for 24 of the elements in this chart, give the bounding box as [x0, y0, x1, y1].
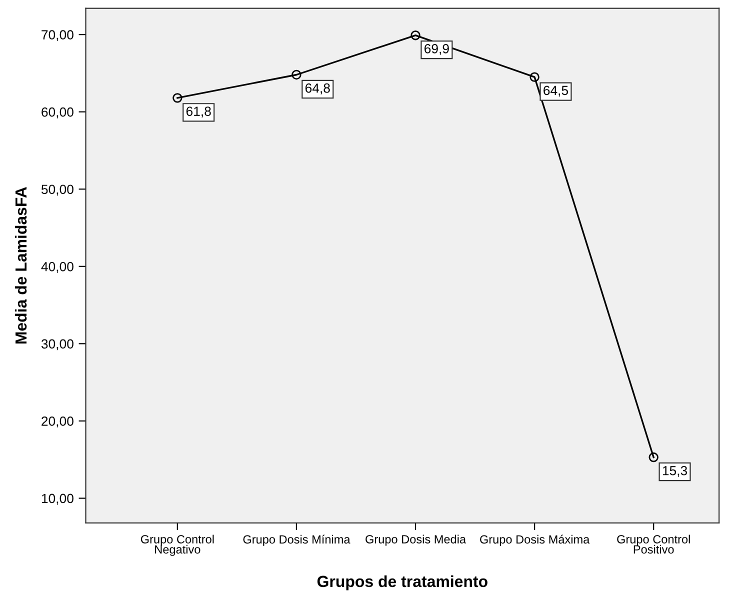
data-label: 15,3 — [662, 466, 688, 477]
x-tick-label: Grupo Dosis Media — [366, 534, 466, 546]
x-tick-label: Grupo Control Negativo — [140, 534, 214, 556]
point — [410, 30, 420, 40]
data-label: 64,5 — [544, 86, 568, 97]
x-tick-label: Grupo Dosis Máxima — [480, 534, 590, 546]
y-tick-label: 30,00 — [41, 339, 74, 350]
data-label: 64,8 — [305, 83, 330, 94]
x-axis-title: Grupos de tratamiento — [317, 575, 488, 590]
point — [292, 70, 302, 80]
y-axis-title: Media de LamidasFA — [14, 187, 27, 344]
y-tick-label: 40,00 — [41, 262, 74, 273]
point — [530, 72, 540, 82]
y-tick-label: 10,00 — [42, 494, 74, 505]
data-label: 69,9 — [424, 44, 449, 55]
data-label: 61,8 — [186, 106, 211, 118]
y-tick-label: 50,00 — [41, 184, 74, 196]
y-tick-label: 20,00 — [42, 416, 74, 428]
x-tick-label: Grupo Dosis Mínima — [243, 534, 350, 546]
x-tick-label: Grupo Control Positivo — [617, 534, 690, 554]
point — [172, 93, 182, 103]
y-tick-label: 60,00 — [42, 107, 74, 118]
y-tick-label: 70,00 — [42, 30, 74, 42]
point — [648, 452, 658, 462]
